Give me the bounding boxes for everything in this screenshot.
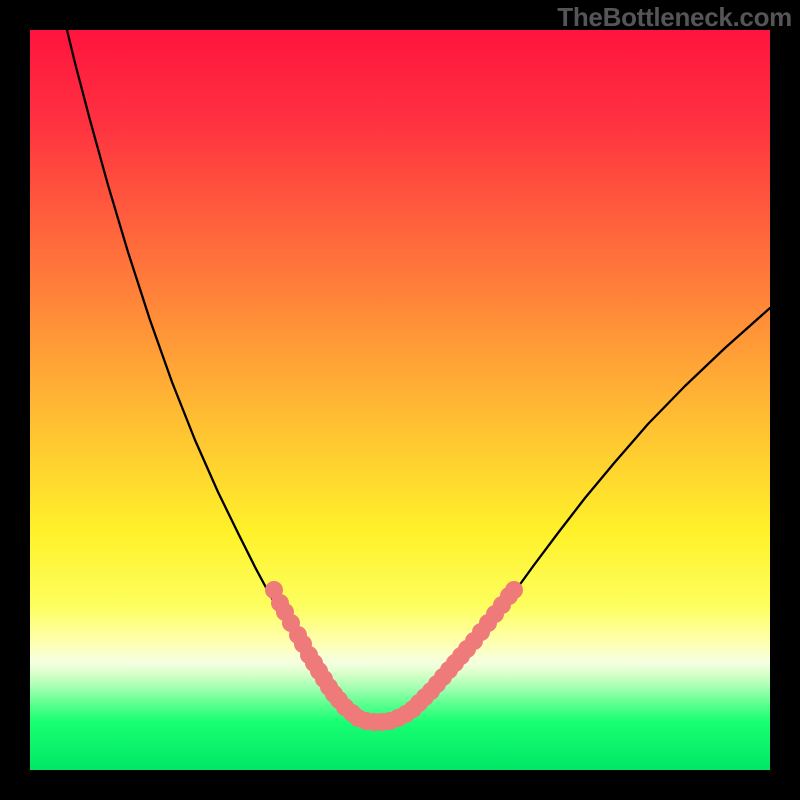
data-marker xyxy=(397,705,415,723)
plot-area xyxy=(30,30,770,770)
data-marker xyxy=(505,581,523,599)
plot-svg xyxy=(30,30,770,770)
gradient-background xyxy=(30,30,770,770)
watermark-text: TheBottleneck.com xyxy=(557,2,792,33)
